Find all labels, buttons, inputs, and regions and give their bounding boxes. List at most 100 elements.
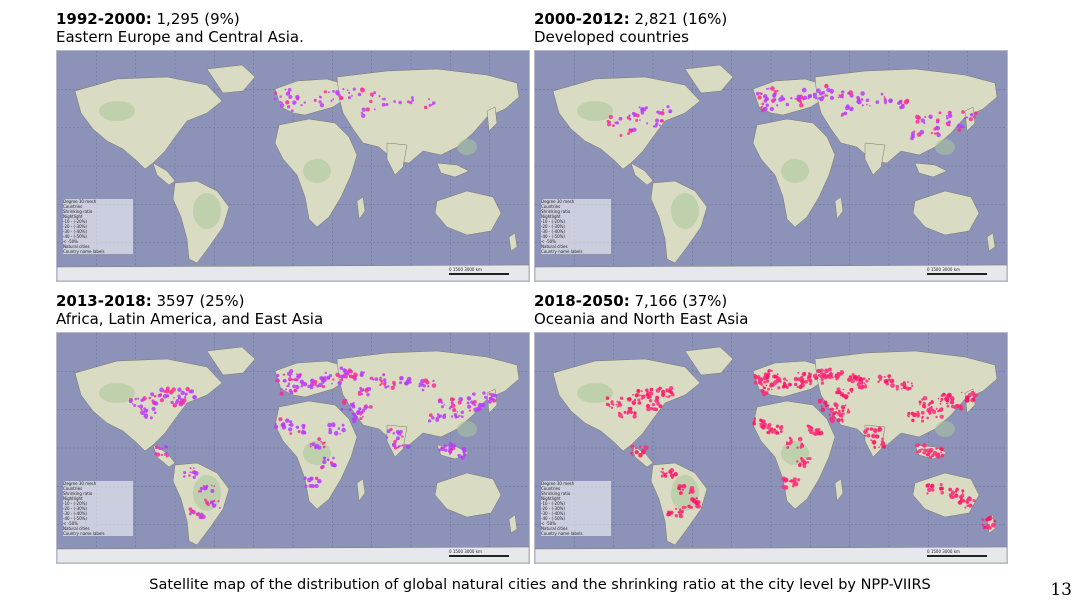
city-dot <box>470 400 474 404</box>
city-dot <box>289 422 294 427</box>
city-dot <box>765 375 770 380</box>
landmass <box>336 68 520 164</box>
city-dot <box>885 382 889 386</box>
city-dot <box>655 395 660 400</box>
city-dot <box>761 105 763 108</box>
legend-item: -10 - (-20%) <box>541 219 565 224</box>
city-dot <box>335 90 340 95</box>
city-dot <box>656 110 660 114</box>
city-dot <box>753 419 756 423</box>
city-dot <box>961 489 965 493</box>
city-dot <box>294 377 298 382</box>
city-dot <box>961 492 964 494</box>
city-dot <box>462 453 467 457</box>
city-dot <box>765 384 768 387</box>
city-dot <box>859 385 864 390</box>
map-svg <box>57 333 529 563</box>
city-dot <box>202 487 205 490</box>
vegetation-patch <box>457 421 477 437</box>
city-dot <box>840 415 844 418</box>
city-dot <box>951 404 955 409</box>
city-dot <box>296 384 299 387</box>
city-dot <box>392 432 396 435</box>
panel-title: 1992-2000: 1,295 (9%) Eastern Europe and… <box>56 10 536 46</box>
city-dot <box>199 490 203 493</box>
city-dot <box>448 450 453 454</box>
city-dot <box>981 518 985 522</box>
city-dot <box>785 379 788 382</box>
landmass <box>552 76 701 170</box>
city-dot <box>902 385 907 390</box>
city-dot <box>327 91 330 94</box>
city-dot <box>837 390 842 395</box>
city-dot <box>960 391 963 394</box>
city-dot <box>842 388 845 391</box>
city-dot <box>332 425 335 427</box>
city-dot <box>382 373 385 377</box>
city-dot <box>482 391 486 395</box>
landmass <box>535 546 1007 563</box>
city-dot <box>352 87 356 91</box>
city-dot <box>466 401 470 405</box>
city-dot <box>295 375 299 378</box>
city-dot <box>184 396 187 399</box>
city-dot <box>393 439 397 444</box>
city-dot <box>669 385 674 391</box>
city-dot <box>335 430 338 433</box>
city-dot <box>395 438 398 441</box>
city-dot <box>769 384 773 388</box>
legend-item: -40 - (-50%) <box>541 234 565 239</box>
city-dot <box>428 413 433 418</box>
city-dot <box>797 371 800 374</box>
landmass <box>386 142 408 176</box>
city-dot <box>217 500 220 503</box>
city-dot <box>922 451 925 455</box>
city-dot <box>838 94 841 96</box>
city-dot <box>210 488 215 494</box>
city-dot <box>288 420 293 424</box>
city-dot <box>949 400 955 405</box>
scale-labels: 0 1500 3000 km <box>927 267 960 272</box>
city-dot <box>384 385 388 389</box>
city-dot <box>460 415 464 419</box>
landmass <box>356 478 366 502</box>
city-dot <box>177 387 182 392</box>
city-dot <box>302 426 305 430</box>
city-dot <box>660 474 664 478</box>
stat-label: 1,295 (9%) <box>156 10 240 28</box>
city-dot <box>801 371 807 377</box>
vegetation-patch <box>935 421 955 437</box>
city-dot <box>759 422 762 425</box>
city-dot <box>917 449 922 453</box>
city-dot <box>466 396 472 401</box>
city-dot <box>360 411 364 415</box>
city-dot <box>759 418 763 422</box>
city-dot <box>285 388 288 391</box>
city-dot <box>398 100 402 105</box>
city-dot <box>321 380 325 384</box>
city-dot <box>292 100 297 105</box>
landmass <box>434 472 502 518</box>
city-dot <box>188 474 191 477</box>
scale-line <box>927 273 987 275</box>
world-map: Degree 30 mesh Countries Shrinking ratio Ni… <box>56 50 530 282</box>
city-dot <box>828 413 831 416</box>
legend-item: Country name labels <box>541 249 583 254</box>
city-dot <box>808 429 814 435</box>
city-dot <box>321 441 325 445</box>
stat-label: 2,821 (16%) <box>634 10 728 28</box>
city-dot <box>363 405 367 408</box>
city-dot <box>360 371 364 375</box>
city-dot <box>818 375 822 378</box>
city-dot <box>929 483 935 489</box>
city-dot <box>285 100 290 105</box>
city-dot <box>764 390 769 395</box>
city-dot <box>946 116 949 120</box>
city-dot <box>333 431 339 436</box>
panel-title: 2000-2012: 2,821 (16%) Developed countri… <box>534 10 1014 46</box>
city-dot <box>189 467 192 470</box>
legend-item: -40 - (-50%) <box>541 516 565 521</box>
city-dot <box>776 373 779 376</box>
city-dot <box>991 522 996 528</box>
city-dot <box>792 477 797 482</box>
